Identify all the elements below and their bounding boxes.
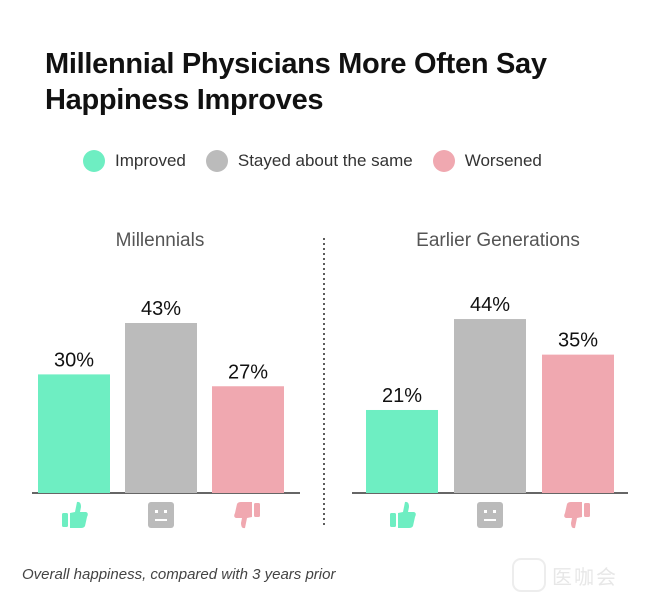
value-label-millennials-0: 30% xyxy=(54,349,94,371)
bar-earlier-generations-0 xyxy=(366,409,438,493)
neutral-face-icon xyxy=(477,502,503,528)
bar-millennials-2 xyxy=(212,386,284,493)
legend-label-worsened: Worsened xyxy=(464,151,542,170)
thumbs-down-icon xyxy=(234,502,260,529)
watermark-logo-icon xyxy=(512,558,546,592)
panel-title-earlier-generations: Earlier Generations xyxy=(416,230,580,251)
value-label-millennials-2: 27% xyxy=(228,361,268,383)
thumbs-up-icon xyxy=(390,501,416,528)
chart-title: Millennial Physicians More Often Say Hap… xyxy=(45,48,547,116)
value-label-millennials-1: 43% xyxy=(141,298,181,320)
legend-swatch-improved xyxy=(83,150,105,172)
bar-millennials-0 xyxy=(38,374,110,493)
thumbs-down-icon xyxy=(564,502,590,529)
footer-note: Overall happiness, compared with 3 years… xyxy=(22,566,336,583)
legend: Improved Stayed about the same Worsened xyxy=(83,150,610,172)
legend-item-same: Stayed about the same xyxy=(205,150,413,172)
watermark-text: 医咖会 xyxy=(552,566,618,589)
bar-millennials-1 xyxy=(125,323,197,493)
bar-earlier-generations-1 xyxy=(454,319,526,493)
legend-label-same: Stayed about the same xyxy=(237,151,413,170)
thumbs-up-icon xyxy=(62,501,88,528)
bar-earlier-generations-2 xyxy=(542,354,614,493)
panel-title-millennials: Millennials xyxy=(116,230,205,251)
value-label-earlier-generations-2: 35% xyxy=(558,330,598,352)
legend-item-worsened: Worsened xyxy=(432,150,542,172)
legend-swatch-same xyxy=(205,150,228,172)
value-label-earlier-generations-1: 44% xyxy=(470,294,510,316)
legend-swatch-worsened xyxy=(432,150,455,172)
value-label-earlier-generations-0: 21% xyxy=(382,385,422,407)
neutral-face-icon xyxy=(148,502,174,528)
legend-label-improved: Improved xyxy=(115,151,186,170)
legend-item-improved: Improved xyxy=(83,150,186,172)
watermark: 医咖会 xyxy=(512,558,618,592)
